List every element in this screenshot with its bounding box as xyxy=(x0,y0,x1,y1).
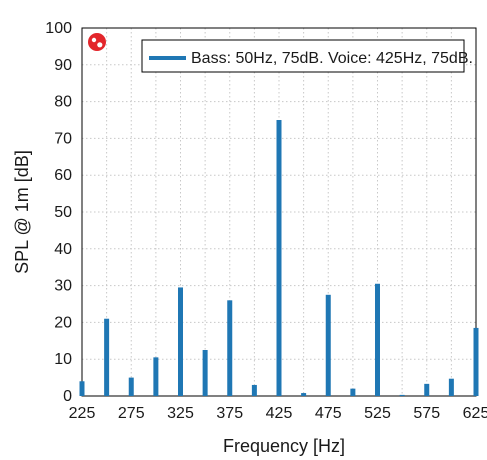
y-tick-label: 90 xyxy=(54,57,72,74)
legend: Bass: 50Hz, 75dB. Voice: 425Hz, 75dB. xyxy=(141,39,473,73)
x-tick-label: 225 xyxy=(69,405,96,422)
y-tick-label: 0 xyxy=(63,388,72,405)
x-tick-label: 475 xyxy=(315,405,342,422)
x-tick-label: 375 xyxy=(216,405,243,422)
y-axis-label: SPL @ 1m [dB] xyxy=(12,150,32,274)
bar xyxy=(178,287,183,396)
x-tick-label: 425 xyxy=(266,405,293,422)
x-tick-label: 575 xyxy=(413,405,440,422)
bar xyxy=(448,378,454,396)
x-tick-labels: 225 275 325 375 425 475 525 575 625 xyxy=(69,405,487,422)
y-tick-label: 100 xyxy=(45,20,72,37)
x-tick-label: 275 xyxy=(118,405,145,422)
y-tick-label: 10 xyxy=(54,351,72,368)
bar xyxy=(251,384,257,396)
legend-box xyxy=(141,39,465,73)
x-axis-label: Frequency [Hz] xyxy=(223,436,345,456)
bar xyxy=(79,381,85,396)
bar xyxy=(153,357,159,396)
y-tick-label: 70 xyxy=(54,130,72,147)
bar xyxy=(399,394,405,396)
y-tick-label: 50 xyxy=(54,204,72,221)
red-circle-logo-icon xyxy=(88,33,106,51)
bar xyxy=(202,350,208,396)
y-tick-label: 40 xyxy=(54,241,72,258)
bar xyxy=(276,120,282,396)
x-tick-label: 525 xyxy=(364,405,391,422)
bar xyxy=(350,388,356,396)
bar xyxy=(104,318,110,396)
bar xyxy=(301,393,307,396)
y-tick-labels: 0 10 20 30 40 50 60 70 80 90 100 xyxy=(45,20,72,405)
bar xyxy=(227,300,233,396)
y-tick-label: 80 xyxy=(54,94,72,111)
x-tick-label: 625 xyxy=(463,405,487,422)
bar xyxy=(424,383,430,396)
y-tick-label: 20 xyxy=(54,314,72,331)
bars xyxy=(79,120,479,396)
y-tick-label: 30 xyxy=(54,278,72,295)
legend-entry: Bass: 50Hz, 75dB. Voice: 425Hz, 75dB. xyxy=(191,50,473,67)
bar xyxy=(473,327,479,396)
y-tick-label: 60 xyxy=(54,167,72,184)
bar xyxy=(375,283,380,396)
x-tick-label: 325 xyxy=(167,405,194,422)
bar xyxy=(128,377,134,396)
bar xyxy=(325,294,331,396)
